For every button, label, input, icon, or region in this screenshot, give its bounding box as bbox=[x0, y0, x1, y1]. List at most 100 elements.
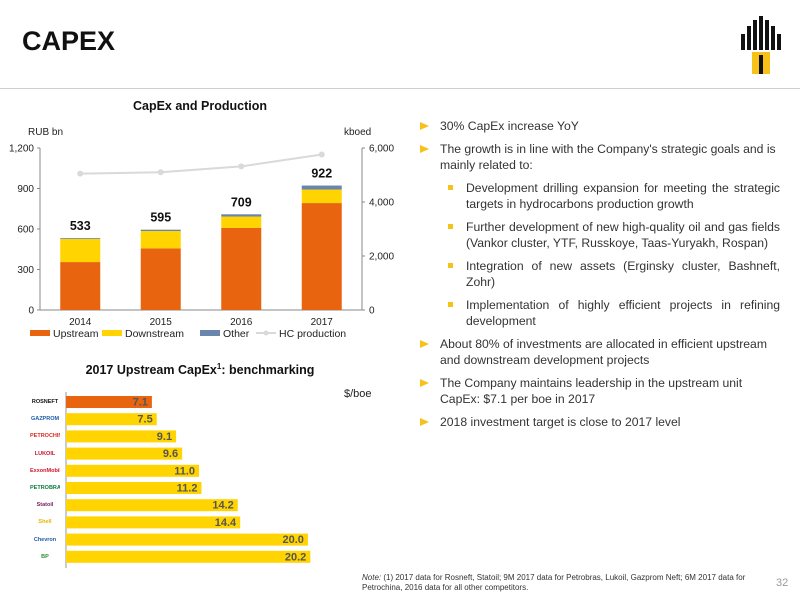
benchmark-title-end: : benchmarking bbox=[221, 363, 315, 378]
capex-x-tick-label-2016: 2016 bbox=[230, 317, 253, 328]
bullet-item: The Company maintains leadership in the … bbox=[420, 375, 780, 408]
benchmark-bar-lukoil bbox=[66, 447, 183, 460]
capex-y2-tick-label: 2,000 bbox=[369, 252, 394, 263]
upstream-capex-benchmark-chart: 7.1 7.5 9.1 9.6 11.0 11.2 14.2 14.4 20.0 20.2 bbox=[65, 392, 311, 568]
page-number: 32 bbox=[776, 577, 789, 589]
bullet-square-icon bbox=[446, 180, 466, 190]
bar-other-2014 bbox=[60, 238, 101, 239]
bullet-item: The growth is in line with the Company's… bbox=[420, 141, 780, 174]
rosneft-logo-icon bbox=[738, 14, 784, 76]
company-logo-lukoil: LUKOIL bbox=[34, 450, 56, 457]
capex-y-tick-label: 0 bbox=[28, 306, 34, 317]
bullet-text: 30% CapEx increase YoY bbox=[440, 119, 579, 133]
legend-label-downstream: Downstream bbox=[125, 328, 184, 340]
benchmark-value-label-exxonmobil: 11.0 bbox=[174, 465, 195, 477]
footnote-label: Note: bbox=[362, 573, 382, 582]
sub-bullet-item: Integration of new assets (Erginsky clus… bbox=[420, 258, 780, 291]
benchmark-value-label-lukoil: 9.6 bbox=[163, 448, 178, 460]
benchmark-value-label-bp: 20.2 bbox=[285, 551, 306, 563]
benchmark-bar-rosneft bbox=[66, 396, 152, 408]
legend-swatch-other bbox=[200, 330, 220, 336]
capex-production-chart: 0 300 600 900 1,200 0 2,000 4,000 6,000 533 2014 59… bbox=[9, 144, 394, 341]
sub-bullet-item: Further development of new high-quality … bbox=[420, 219, 780, 252]
bullet-square-icon bbox=[446, 297, 466, 307]
benchmark-value-label-rosneft: 7.1 bbox=[133, 397, 148, 409]
capex-y2-tick-label: 6,000 bbox=[369, 144, 394, 155]
bar-upstream-2014 bbox=[60, 262, 101, 310]
bar-other-2015 bbox=[140, 229, 181, 232]
bullet-arrow-icon bbox=[420, 336, 440, 348]
bullet-item: 30% CapEx increase YoY bbox=[420, 118, 780, 135]
capex-y2-axis-label: kboed bbox=[344, 127, 372, 138]
footnote-text: (1) 2017 data for Rosneft, Statoil; 9M 2… bbox=[362, 573, 746, 592]
capex-y2-tick-label: 4,000 bbox=[369, 198, 394, 209]
bullet-text: About 80% of investments are allocated i… bbox=[440, 336, 767, 368]
bar-upstream-2015 bbox=[140, 248, 181, 310]
benchmark-chart-title: 2017 Upstream CapEx1: benchmarking bbox=[40, 362, 360, 377]
benchmark-bar-statoil bbox=[66, 499, 238, 512]
benchmark-value-label-petrochina: 9.1 bbox=[157, 431, 172, 443]
benchmark-value-label-shell: 14.4 bbox=[215, 517, 237, 529]
bullet-square-icon bbox=[446, 219, 466, 229]
legend-label-upstream: Upstream bbox=[53, 328, 99, 340]
bullet-item: 2018 investment target is close to 2017 … bbox=[420, 414, 780, 431]
bullet-text: Integration of new assets (Erginsky clus… bbox=[466, 258, 780, 290]
benchmark-bar-bp bbox=[66, 550, 311, 563]
benchmark-title-footnote-mark: 1 bbox=[216, 362, 222, 371]
legend-marker-hc-production bbox=[263, 330, 269, 336]
benchmark-bar-petrobras bbox=[66, 482, 202, 494]
hc-production-point-2016 bbox=[238, 163, 245, 170]
company-logo-exxonmobil: ExxonMobil bbox=[30, 467, 60, 474]
bullet-arrow-icon bbox=[420, 141, 440, 153]
company-logo-statoil: Statoil bbox=[36, 502, 54, 509]
bullet-text: The Company maintains leadership in the … bbox=[440, 375, 743, 407]
page-title: CAPEX bbox=[22, 26, 116, 56]
benchmark-title-main: 2017 Upstream CapEx bbox=[85, 363, 217, 378]
bullet-text: Implementation of highly efficient proje… bbox=[466, 297, 780, 329]
bar-total-label-2017: 922 bbox=[311, 167, 332, 181]
sub-bullet-item: Development drilling expansion for meeti… bbox=[420, 180, 780, 213]
bullet-text: Further development of new high-quality … bbox=[466, 219, 780, 251]
bar-total-label-2014: 533 bbox=[70, 219, 91, 233]
benchmark-bar-shell bbox=[66, 516, 241, 529]
bar-upstream-2016 bbox=[221, 227, 262, 310]
capex-y2-tick-label: 0 bbox=[369, 306, 375, 317]
bullet-text: Development drilling expansion for meeti… bbox=[466, 180, 780, 212]
bar-total-label-2015: 595 bbox=[150, 211, 171, 225]
bar-upstream-2017 bbox=[301, 203, 342, 310]
bullet-text: The growth is in line with the Company's… bbox=[440, 141, 776, 173]
hc-production-point-2017 bbox=[318, 151, 325, 158]
capex-x-tick-label-2017: 2017 bbox=[311, 317, 334, 328]
capex-y-axis-label: RUB bn bbox=[28, 127, 64, 138]
benchmark-value-label-gazprom-neft: 7.5 bbox=[137, 414, 152, 426]
bullet-square-icon bbox=[446, 258, 466, 268]
bullet-text: 2018 investment target is close to 2017 … bbox=[440, 414, 681, 429]
capex-y-tick-label: 1,200 bbox=[9, 144, 34, 155]
bullet-arrow-icon bbox=[420, 118, 440, 130]
bar-downstream-2014 bbox=[60, 238, 101, 263]
hc-production-point-2014 bbox=[77, 170, 84, 177]
bullet-arrow-icon bbox=[420, 375, 440, 387]
company-logo-bp: BP bbox=[41, 553, 49, 560]
company-logo-shell: Shell bbox=[38, 519, 52, 526]
capex-chart-title: CapEx and Production bbox=[132, 99, 268, 113]
company-logo-gazprom-neft: GAZPROM NEFT bbox=[30, 416, 60, 423]
legend-label-other: Other bbox=[223, 328, 250, 340]
benchmark-bar-chevron bbox=[66, 533, 308, 546]
commentary-bullets: 30% CapEx increase YoY The growth is in l… bbox=[420, 118, 780, 436]
legend-swatch-downstream bbox=[102, 330, 122, 336]
bar-downstream-2016 bbox=[221, 216, 262, 228]
legend-swatch-upstream bbox=[30, 330, 50, 336]
bar-other-2016 bbox=[221, 214, 262, 217]
benchmark-value-label-chevron: 20.0 bbox=[282, 534, 303, 546]
benchmark-value-label-statoil: 14.2 bbox=[212, 500, 233, 512]
bar-total-label-2016: 709 bbox=[231, 195, 252, 209]
legend-label-hc-production: HC production bbox=[279, 328, 346, 340]
benchmark-bar-gazprom-neft bbox=[66, 413, 157, 426]
benchmark-unit-label: $/boe bbox=[344, 388, 372, 400]
capex-y-tick-label: 600 bbox=[17, 225, 34, 236]
title-divider bbox=[0, 88, 800, 89]
sub-bullet-item: Implementation of highly efficient proje… bbox=[420, 297, 780, 330]
hc-production-point-2015 bbox=[157, 169, 164, 176]
